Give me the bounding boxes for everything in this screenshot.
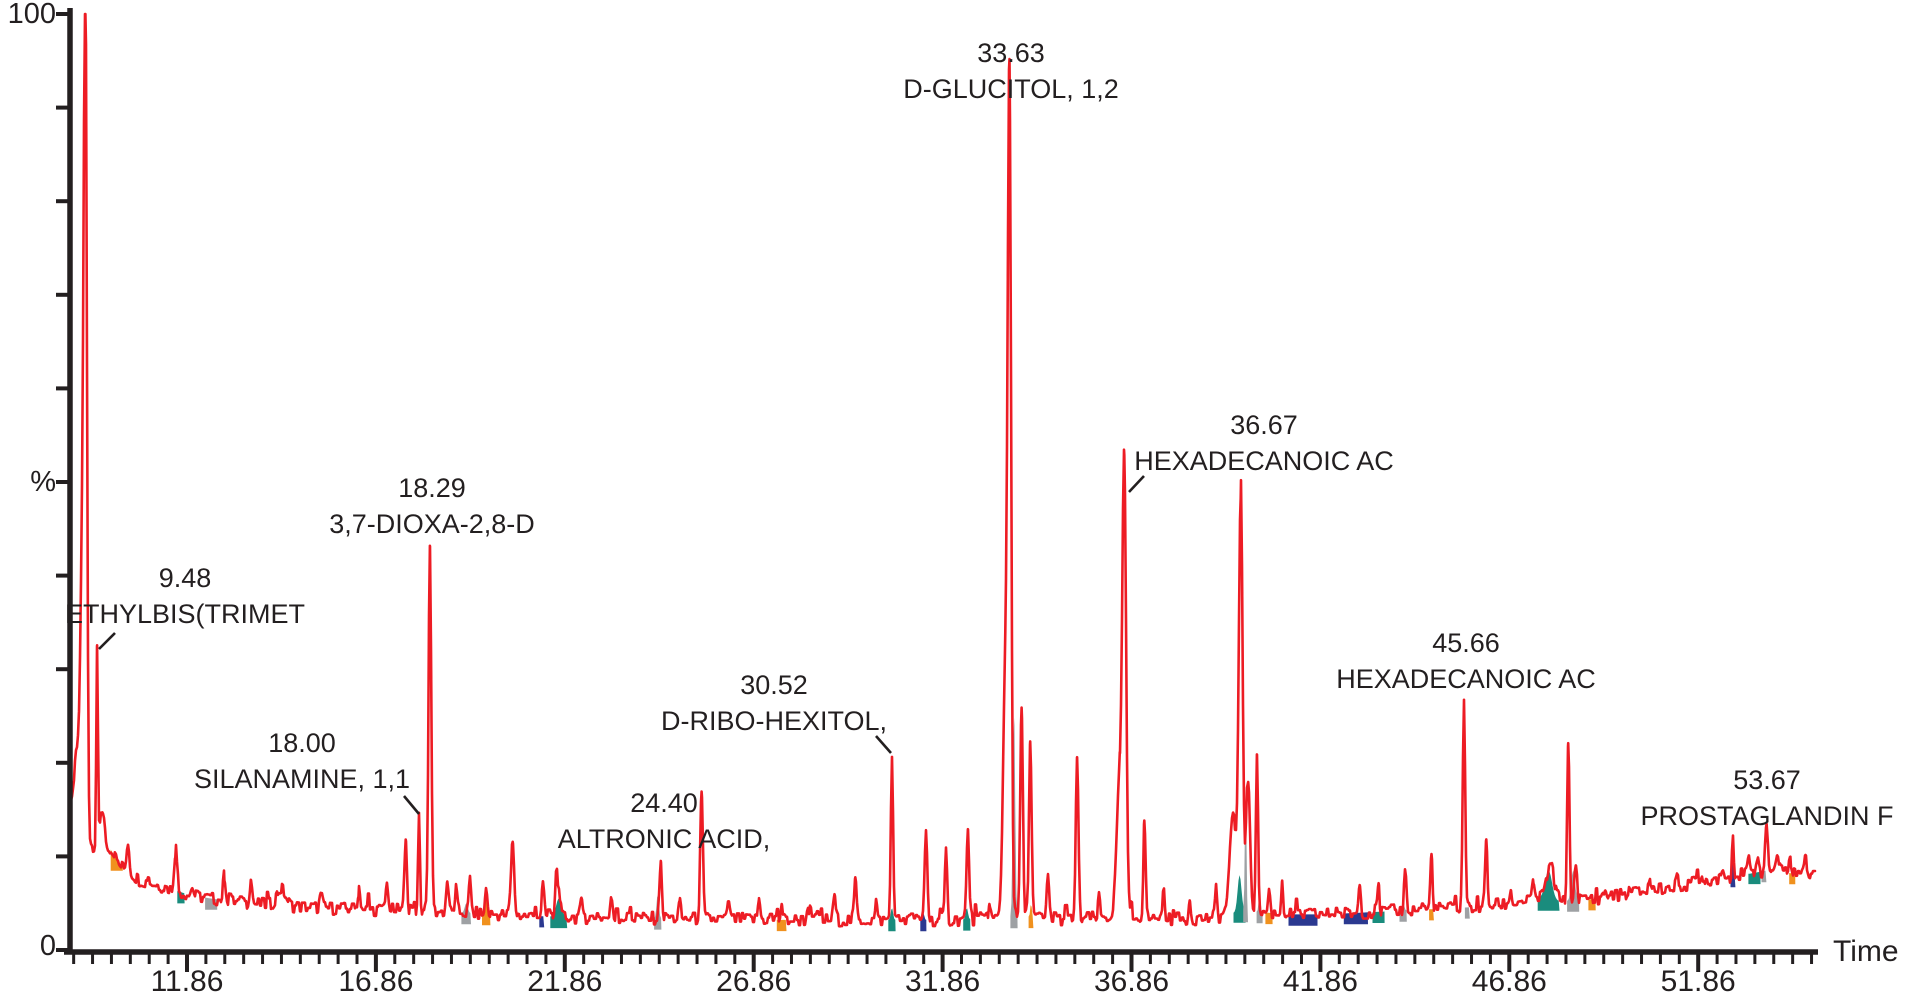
y-axis-ticks [56, 12, 70, 952]
y-axis-label-100: 100 [7, 0, 56, 30]
x-axis-major-ticks [185, 954, 1701, 972]
y-axis-unit-label: % [30, 466, 56, 498]
leader-line-9.48 [98, 632, 116, 650]
x-axis-title: Time [1833, 935, 1899, 968]
integration-fill-teal [550, 898, 568, 929]
integration-fill-navy [920, 912, 927, 932]
chromatogram-trace [68, 12, 1817, 928]
y-axis-label-0: 0 [39, 930, 56, 962]
integration-fill-navy [1288, 914, 1318, 926]
integration-fill-teal [888, 908, 896, 932]
integration-fill-orange [1429, 909, 1434, 921]
integration-fill-orange [482, 898, 491, 926]
integration-fill-orange [1028, 905, 1034, 929]
integration-fill-gray [1243, 799, 1248, 923]
leader-line-30.52 [875, 735, 892, 754]
leader-line-36.67 [1128, 475, 1145, 493]
integration-fill-teal [1748, 871, 1761, 885]
integration-fill-gray [1464, 907, 1470, 919]
x-axis-minor-ticks [72, 954, 1814, 964]
integration-fills [110, 717, 1796, 932]
integration-fill-teal [1537, 870, 1560, 911]
integration-fill-navy [539, 916, 545, 928]
leader-lines [98, 475, 1145, 815]
leader-line-18.00 [403, 795, 420, 815]
integration-fill-teal [963, 908, 971, 931]
integration-fill-teal [1233, 875, 1246, 923]
